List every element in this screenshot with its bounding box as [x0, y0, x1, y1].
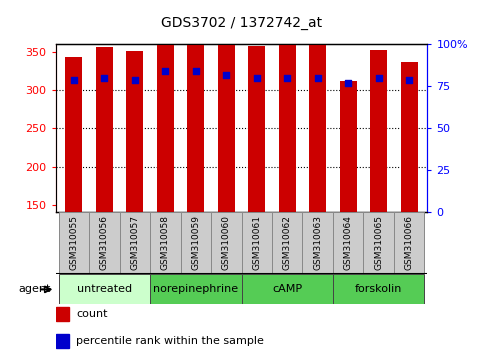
Text: GSM310059: GSM310059	[191, 215, 200, 270]
Bar	[302, 212, 333, 274]
Bar	[218, 0, 235, 212]
Point	[161, 68, 169, 74]
Bar	[401, 62, 417, 212]
Bar	[58, 274, 150, 304]
Bar	[96, 47, 113, 212]
Point	[70, 77, 78, 82]
Point	[344, 80, 352, 86]
Text: GSM310058: GSM310058	[161, 215, 170, 270]
Bar	[279, 35, 296, 212]
Point	[314, 75, 322, 81]
Point	[222, 72, 230, 78]
Text: GSM310056: GSM310056	[100, 215, 109, 270]
Text: percentile rank within the sample: percentile rank within the sample	[76, 336, 264, 346]
Text: GSM310063: GSM310063	[313, 215, 322, 270]
Bar	[89, 212, 120, 274]
Bar	[333, 212, 363, 274]
Bar	[242, 274, 333, 304]
Bar	[309, 33, 326, 212]
Bar	[211, 212, 242, 274]
Bar	[181, 212, 211, 274]
Bar	[187, 0, 204, 212]
Text: forskolin: forskolin	[355, 284, 402, 295]
Text: norepinephrine: norepinephrine	[153, 284, 238, 295]
Bar	[340, 81, 356, 212]
Text: untreated: untreated	[77, 284, 132, 295]
Text: GSM310055: GSM310055	[70, 215, 78, 270]
Text: GSM310062: GSM310062	[283, 215, 292, 270]
Text: GSM310065: GSM310065	[374, 215, 383, 270]
Point	[405, 77, 413, 82]
Bar	[370, 50, 387, 212]
Bar	[127, 51, 143, 212]
Bar	[248, 46, 265, 212]
Point	[131, 77, 139, 82]
Bar	[66, 57, 82, 212]
Bar	[58, 212, 89, 274]
Point	[284, 75, 291, 81]
Bar	[150, 212, 181, 274]
Bar	[272, 212, 302, 274]
Text: GDS3702 / 1372742_at: GDS3702 / 1372742_at	[161, 16, 322, 30]
Bar	[242, 212, 272, 274]
Point	[100, 75, 108, 81]
Bar	[150, 274, 242, 304]
Text: GSM310060: GSM310060	[222, 215, 231, 270]
Text: GSM310057: GSM310057	[130, 215, 139, 270]
Point	[253, 75, 261, 81]
Bar	[333, 274, 425, 304]
Point	[192, 68, 199, 74]
Text: GSM310061: GSM310061	[252, 215, 261, 270]
Point	[375, 75, 383, 81]
Bar	[157, 0, 174, 212]
Bar	[120, 212, 150, 274]
Text: GSM310066: GSM310066	[405, 215, 413, 270]
Bar	[56, 307, 69, 321]
Text: cAMP: cAMP	[272, 284, 302, 295]
Bar	[56, 334, 69, 348]
Bar	[394, 212, 425, 274]
Text: agent: agent	[18, 284, 51, 295]
Text: count: count	[76, 309, 108, 319]
Bar	[363, 212, 394, 274]
Text: GSM310064: GSM310064	[344, 215, 353, 270]
